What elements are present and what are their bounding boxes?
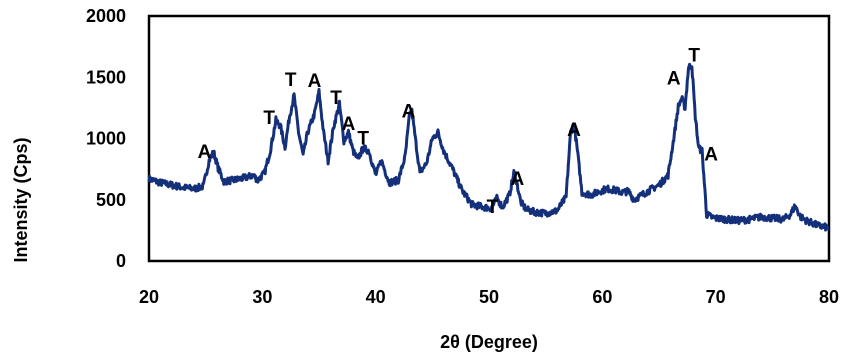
peak-annotation-a: A: [510, 169, 524, 190]
peak-annotation-t: T: [357, 129, 369, 150]
x-axis-ticks: 20 30 40 50 60 70 80: [139, 287, 839, 307]
y-tick-label: 1500: [86, 67, 126, 87]
y-tick-label: 0: [116, 251, 126, 271]
peak-annotation-a: A: [402, 102, 416, 123]
series-layer: [147, 62, 830, 232]
x-tick-label: 70: [706, 287, 726, 307]
x-tick-label: 50: [479, 287, 499, 307]
peak-annotation-a: A: [567, 120, 581, 141]
x-tick-label: 30: [252, 287, 272, 307]
peak-annotation-t: T: [487, 197, 499, 218]
y-tick-label: 2000: [86, 6, 126, 26]
xrd-series-line: [147, 62, 830, 232]
x-axis-title: 2θ (Degree): [440, 332, 538, 352]
y-tick-label: 500: [96, 190, 126, 210]
peak-annotation-a: A: [667, 69, 681, 90]
peak-annotation-t: T: [285, 70, 297, 91]
y-axis-ticks: 0 500 1000 1500 2000: [86, 6, 126, 271]
x-tick-label: 80: [819, 287, 839, 307]
peak-annotation-t: T: [330, 88, 342, 109]
y-tick-label: 1000: [86, 129, 126, 149]
x-tick-label: 60: [592, 287, 612, 307]
peak-annotation-a: A: [198, 142, 212, 163]
peak-annotation-a: A: [308, 71, 322, 92]
peak-annotation-t: T: [688, 45, 700, 66]
peak-annotation-a: A: [342, 114, 356, 135]
peak-annotation-a: A: [704, 145, 718, 166]
x-tick-label: 20: [139, 287, 159, 307]
plot-area-border: [147, 14, 831, 263]
y-axis-title: Intensity (Cps): [11, 137, 31, 262]
peak-annotation-t: T: [263, 108, 275, 129]
x-tick-label: 40: [366, 287, 386, 307]
